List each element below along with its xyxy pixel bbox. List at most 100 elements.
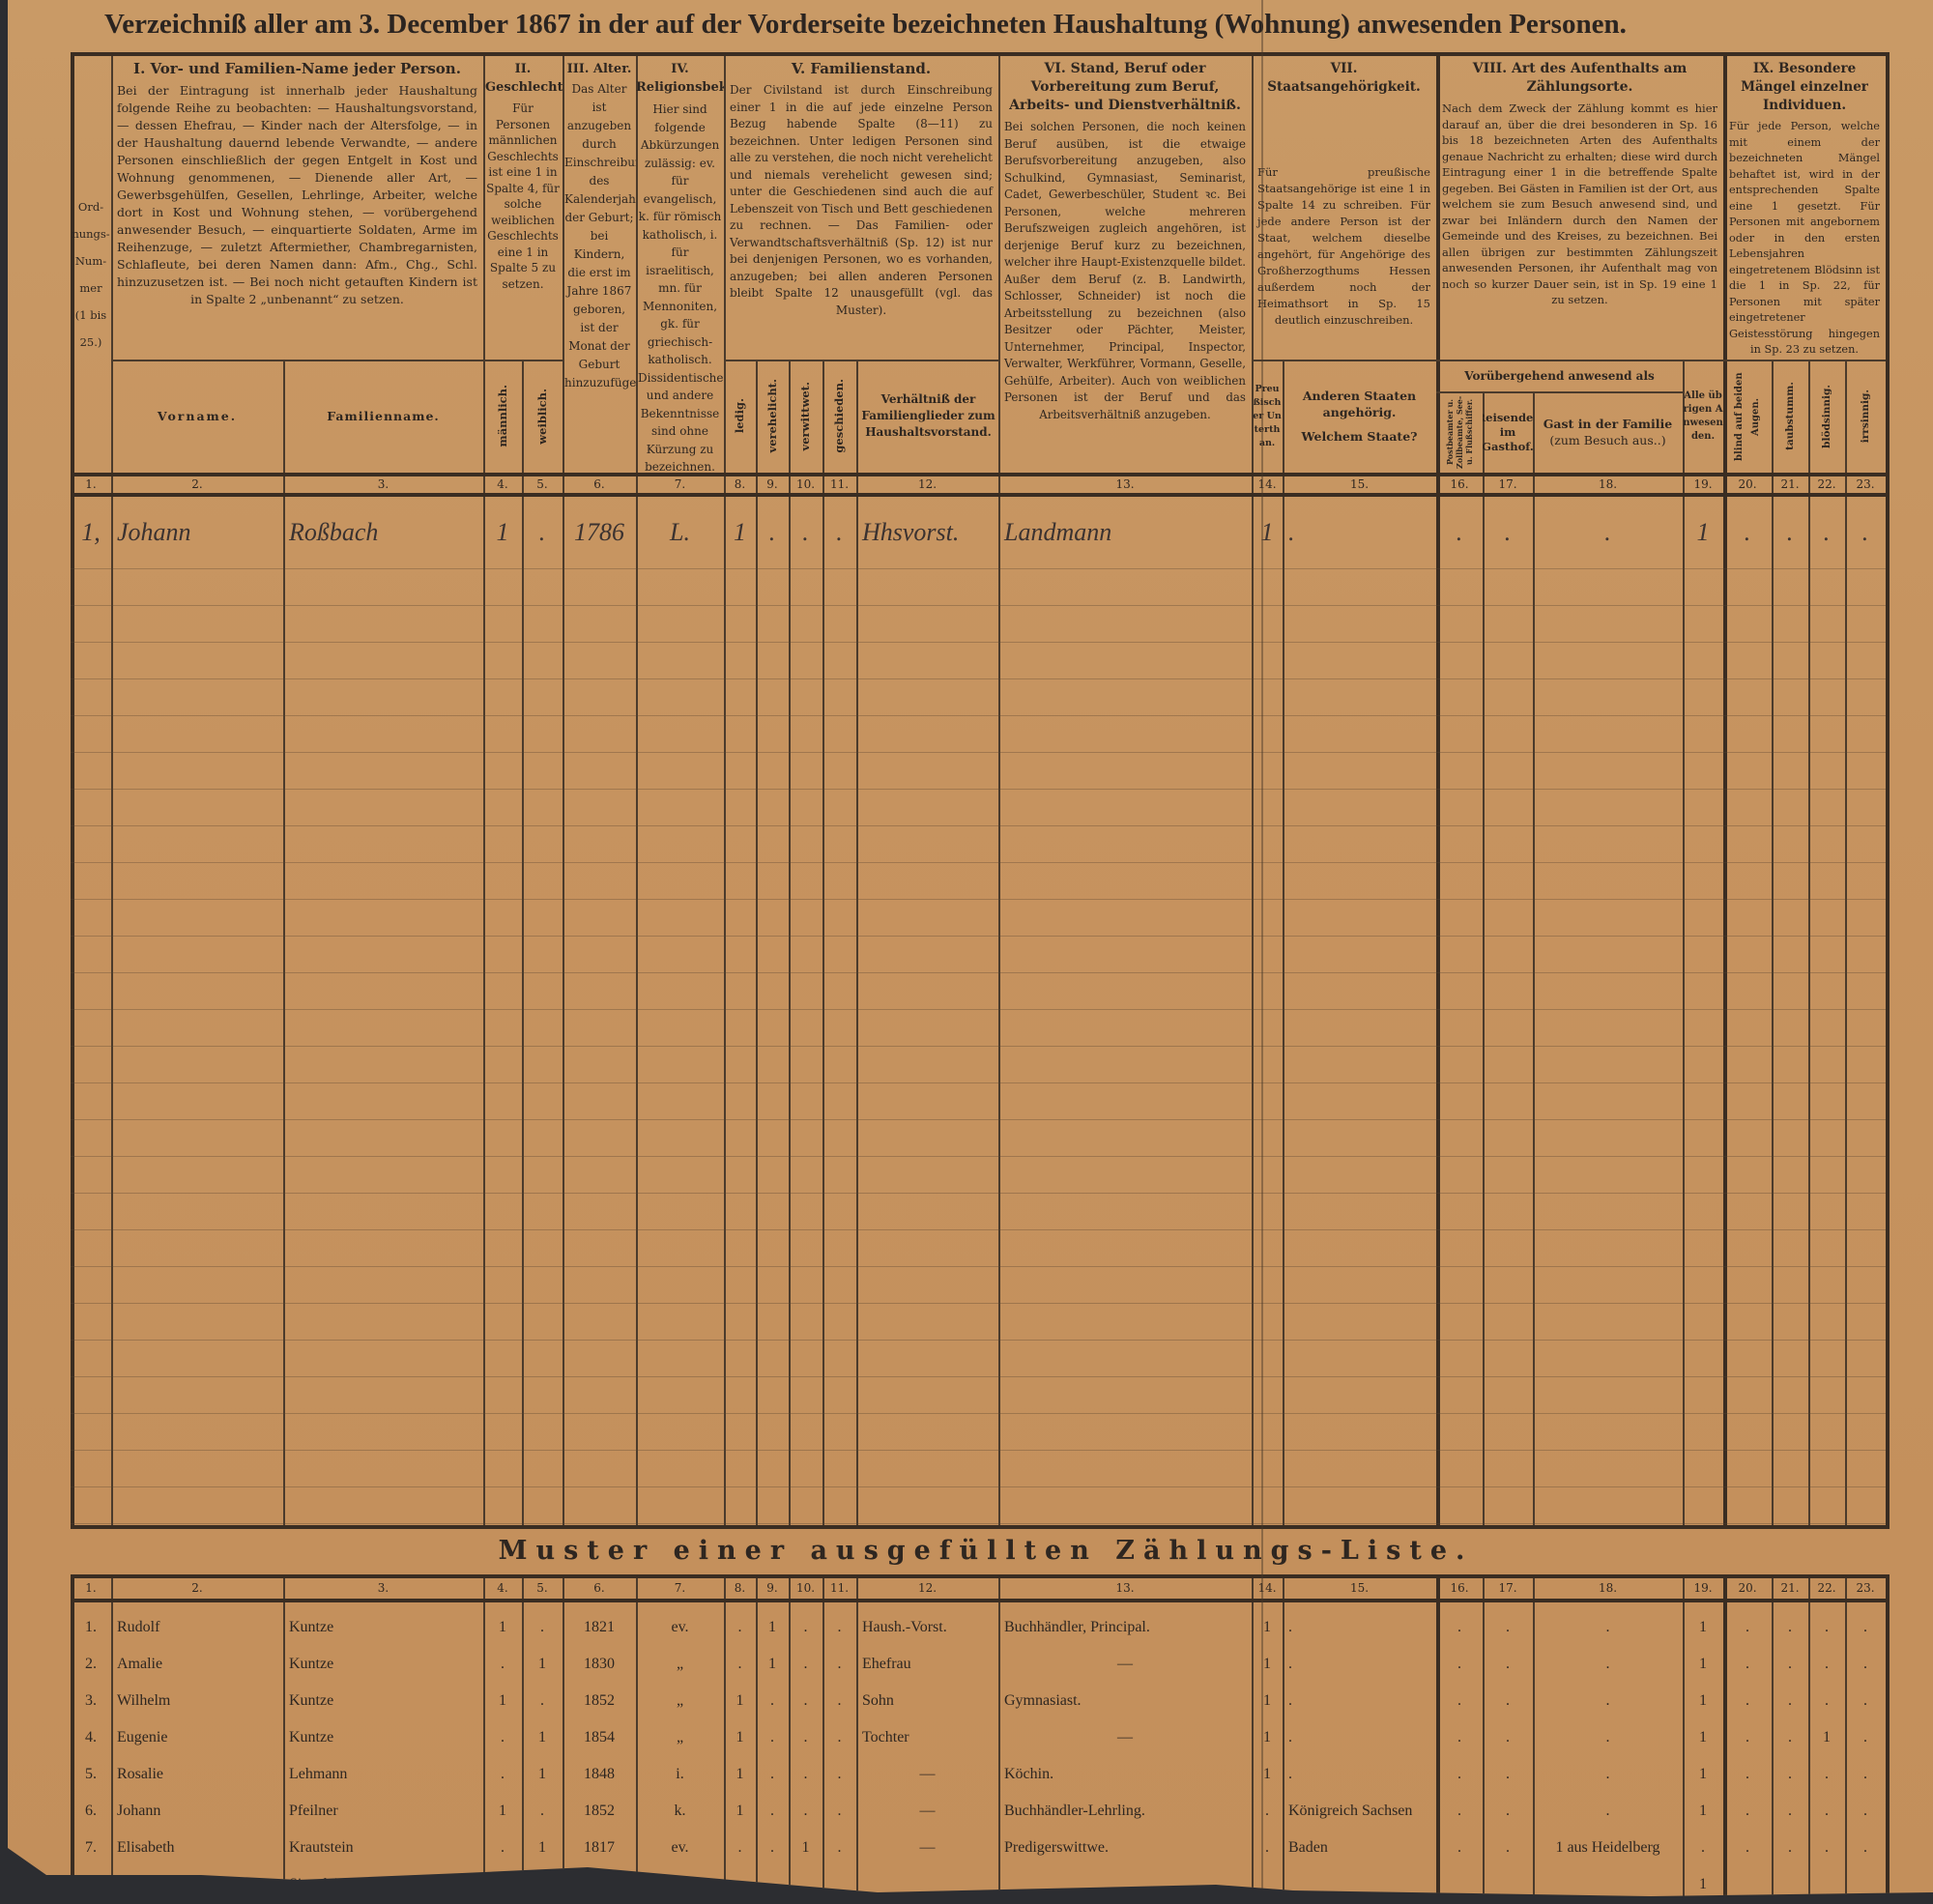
label-taubstumm: taubstumm.: [1783, 382, 1796, 450]
column-number: 14.: [1257, 1580, 1277, 1595]
cell-col-23: .: [1863, 1803, 1867, 1819]
section-ii-heading: II. Geschlecht.: [485, 62, 563, 95]
cell-col-23: .: [1861, 518, 1869, 546]
column-rule: [1723, 1574, 1727, 1896]
column-number: 4.: [497, 476, 508, 491]
cell-col-9: 1: [768, 1619, 776, 1635]
cell-col-1: 1,: [81, 518, 101, 546]
subheader-col17: Reisender im Gasthof.: [1483, 410, 1533, 453]
section-vii-heading: VII. Staatsangehörigkeit.: [1267, 61, 1421, 95]
column-number: 3.: [377, 1580, 389, 1595]
cell-col-22: .: [1825, 1692, 1829, 1709]
column-rule: [1533, 1574, 1535, 1896]
cell-col-5: 1: [538, 1656, 546, 1672]
subheader-andere-staaten: Anderen Staaten angehörig. Welchem Staat…: [1283, 361, 1436, 471]
cell-col-18: 1 aus Heidelberg: [1555, 1839, 1660, 1856]
cell-col-22: .: [1825, 1839, 1829, 1856]
cell-col-15: .: [1288, 1766, 1292, 1782]
cell-col-2: Wilhelm: [117, 1692, 171, 1709]
label-besuch: (zum Besuch aus..): [1549, 433, 1666, 447]
entry-row-line: [71, 1229, 1886, 1230]
cell-col-23: .: [1863, 1729, 1867, 1745]
ordnungs-line: Num-: [74, 254, 107, 268]
column-rule: [1808, 360, 1810, 1525]
column-number: 7.: [674, 476, 686, 491]
cell-col-21: .: [1788, 1839, 1792, 1856]
section-iv-heading: IV. Religionsbekenntniß.: [636, 62, 724, 95]
cell-col-14: 1: [1263, 1692, 1271, 1709]
column-rule: [1252, 1574, 1254, 1896]
cell-col-5: 1: [538, 1839, 546, 1856]
cell-col-20: .: [1745, 1803, 1749, 1819]
cell-col-11: .: [837, 1619, 842, 1635]
section-iii-heading: III. Alter.: [566, 62, 632, 76]
cell-col-16: .: [1457, 1619, 1461, 1635]
cell-col-8: [724, 1868, 756, 1896]
subheader-vorname: Vorname.: [157, 409, 238, 423]
column-rule: [998, 52, 1000, 1525]
cell-col-10: .: [803, 1803, 808, 1819]
label-blind: blind auf beiden Augen.: [1734, 371, 1761, 461]
ordnungs-line: 25.): [79, 335, 102, 349]
cell-col-23: .: [1863, 1656, 1867, 1672]
column-rule: [1683, 1574, 1685, 1896]
column-rule: [1483, 1574, 1485, 1896]
entry-row-line: [71, 825, 1886, 826]
column-rule: [111, 52, 113, 1525]
column-rule: [1533, 391, 1535, 1525]
cell-col-18: [1533, 1868, 1683, 1896]
cell-col-19: 1: [1699, 1656, 1707, 1672]
section-viii-residence: VIII. Art des Aufenthalts am Zählungsort…: [1436, 54, 1723, 358]
column-number: 5.: [536, 1580, 548, 1595]
entry-row-line: [71, 936, 1886, 937]
subheader-maennlich: männlich.: [483, 361, 522, 471]
cell-col-6: 1852: [584, 1803, 615, 1819]
subheader-col18: Gast in der Familie (zum Besuch aus..): [1533, 393, 1683, 471]
cell-col-12: Ehefrau: [862, 1656, 911, 1672]
cell-col-6: 1817: [584, 1839, 615, 1856]
subheader-geschieden: geschieden.: [822, 361, 856, 471]
cell-col-9: .: [770, 1729, 774, 1745]
cell-col-16: .: [1457, 1692, 1461, 1709]
cell-col-9: .: [770, 1692, 774, 1709]
cell-col-6: 1852: [584, 1692, 615, 1709]
entry-row-line: [71, 1340, 1886, 1341]
column-rule: [283, 360, 285, 1525]
cell-col-20: [1723, 1868, 1772, 1896]
cell-col-7: [636, 1868, 724, 1896]
section-rule: [1252, 360, 1886, 361]
cell-col-8: 1: [736, 1803, 744, 1819]
section-vii-citizenship: VII. Staatsangehörigkeit. Für preußische…: [1252, 54, 1436, 358]
cell-col-20: .: [1745, 1692, 1749, 1709]
column-rule: [636, 52, 638, 1525]
cell-col-19: 1: [1699, 1692, 1707, 1709]
cell-col-14: .: [1265, 1839, 1269, 1856]
cell-col-3: Kuntze: [289, 1656, 334, 1672]
label-col16: Postbeamter u. Zollbeamte, See- u. Flußs…: [1445, 395, 1474, 469]
column-rule: [1808, 1574, 1810, 1896]
cell-col-18: .: [1605, 1766, 1610, 1782]
cell-col-13: Gymnasiast.: [1004, 1692, 1082, 1709]
cell-col-15: .: [1288, 1729, 1292, 1745]
column-rule: [822, 1574, 824, 1896]
cell-col-8: 1: [734, 518, 746, 546]
column-number: 2.: [191, 476, 203, 491]
cell-col-19: 1: [1699, 1803, 1707, 1819]
column-number: 19.: [1693, 1580, 1713, 1595]
column-number: 15.: [1349, 1580, 1370, 1595]
column-number: 3.: [377, 476, 389, 491]
cell-col-23: [1845, 1868, 1886, 1896]
column-number: 6.: [593, 1580, 605, 1595]
column-rule: [1436, 52, 1440, 1525]
cell-col-15: Baden: [1288, 1839, 1328, 1856]
entry-row-line: [71, 642, 1886, 643]
subheader-verehelicht: verehelicht.: [756, 361, 789, 471]
entry-row-line: [71, 1376, 1886, 1377]
column-number: 23.: [1856, 1580, 1875, 1595]
cell-col-10: .: [803, 1619, 808, 1635]
subsection-rule: [1436, 391, 1683, 393]
cell-col-18: .: [1604, 518, 1611, 546]
cell-col-7: ev.: [671, 1619, 689, 1635]
cell-col-4: .: [501, 1839, 505, 1856]
cell-col-16: .: [1457, 1729, 1461, 1745]
